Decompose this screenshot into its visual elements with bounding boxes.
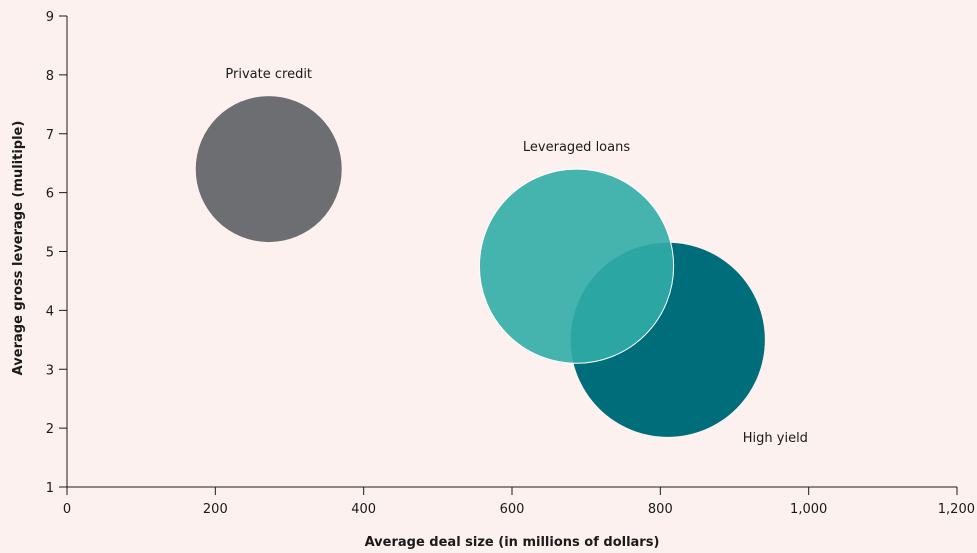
bubble-leveraged-loans: [478, 168, 675, 364]
y-tick-label: 3: [46, 363, 54, 378]
y-tick-label: 2: [46, 422, 54, 437]
bubble-label-high-yield: High yield: [743, 431, 808, 446]
y-tick-label: 6: [46, 187, 54, 202]
x-tick-label: 200: [203, 502, 228, 517]
y-tick-label: 1: [46, 481, 54, 496]
y-tick-label: 5: [46, 246, 54, 261]
x-axis-title: Average deal size (in millions of dollar…: [365, 535, 660, 550]
y-tick-label: 8: [46, 69, 54, 84]
x-axis: 0 200 400 600 800 1,000 1,200: [63, 486, 975, 517]
x-tick-label: 1,200: [938, 502, 975, 517]
bubbles: [195, 96, 765, 437]
bubble-labels: Private credit High yield Leveraged loans: [225, 67, 808, 446]
bubble-private-credit: [195, 96, 342, 243]
x-tick-label: 400: [351, 502, 376, 517]
x-tick-label: 600: [500, 502, 525, 517]
x-tick-label: 0: [63, 502, 71, 517]
y-tick-label: 9: [46, 10, 54, 25]
bubble-label-leveraged-loans: Leveraged loans: [523, 140, 630, 155]
x-tick-label: 1,000: [790, 502, 827, 517]
y-axis: 1 2 3 4 5 6 7 8 9: [46, 10, 68, 496]
y-tick-label: 7: [46, 128, 54, 143]
x-tick-label: 800: [648, 502, 673, 517]
y-tick-label: 4: [46, 304, 54, 319]
y-axis-title: Average gross leverage (mulitiple): [11, 121, 26, 376]
bubble-label-private-credit: Private credit: [225, 67, 312, 82]
